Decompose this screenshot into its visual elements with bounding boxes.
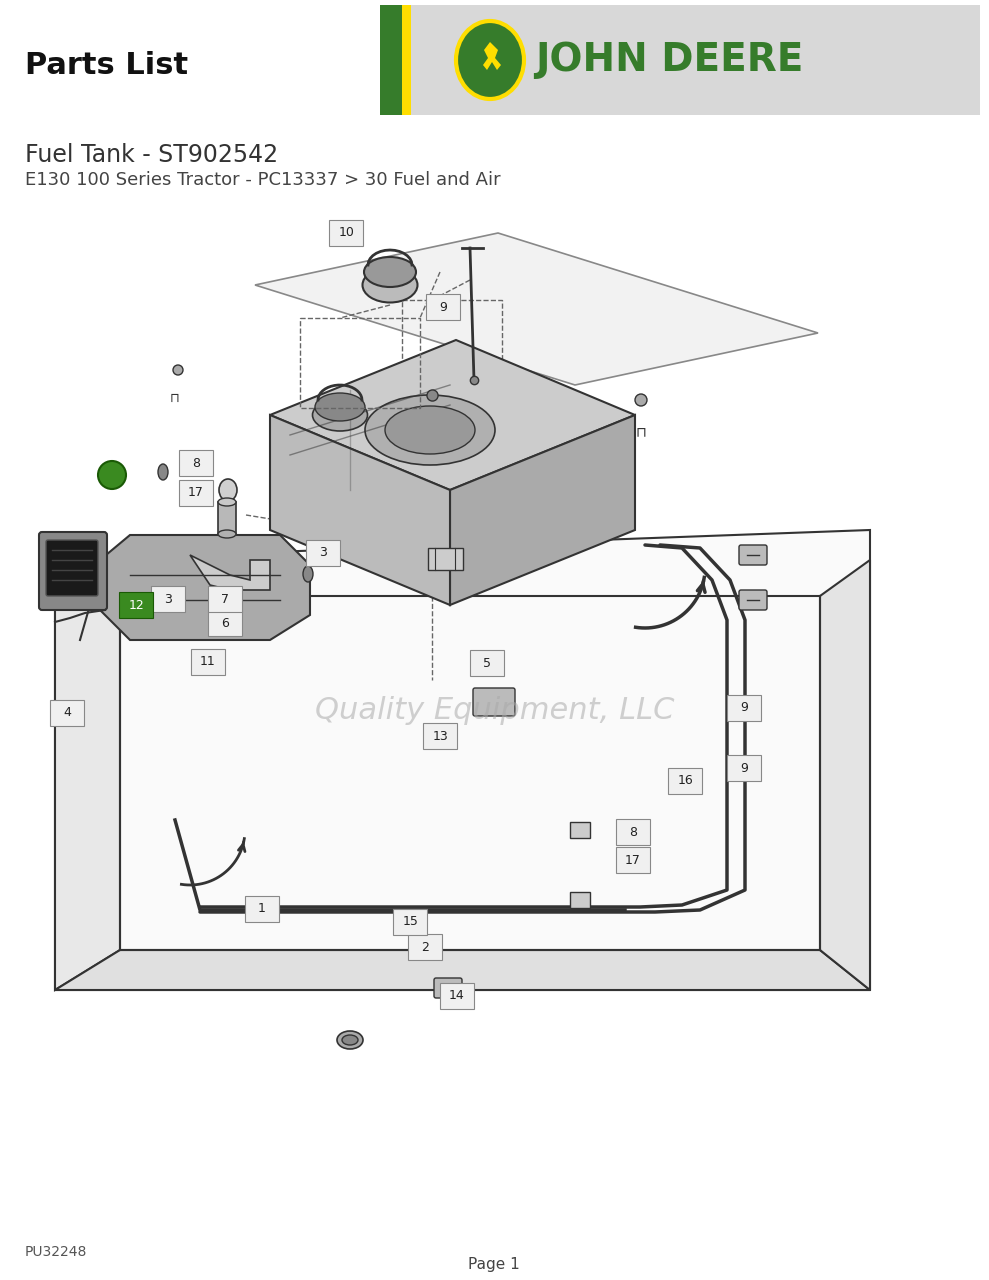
Text: 9: 9 [740, 762, 748, 774]
Polygon shape [450, 415, 635, 605]
Text: 15: 15 [403, 915, 418, 928]
FancyBboxPatch shape [423, 723, 457, 749]
FancyBboxPatch shape [727, 695, 761, 721]
FancyBboxPatch shape [179, 451, 213, 476]
FancyBboxPatch shape [120, 593, 153, 618]
Text: 6: 6 [222, 617, 229, 630]
Text: Fuel Tank - ST902542: Fuel Tank - ST902542 [25, 143, 278, 166]
Text: Page 1: Page 1 [468, 1257, 520, 1272]
Polygon shape [55, 950, 870, 989]
FancyBboxPatch shape [408, 934, 442, 960]
Text: 1: 1 [258, 902, 266, 915]
FancyBboxPatch shape [616, 847, 650, 873]
Text: 14: 14 [449, 989, 465, 1002]
FancyBboxPatch shape [440, 983, 474, 1009]
FancyBboxPatch shape [307, 540, 340, 566]
Ellipse shape [303, 566, 313, 582]
Ellipse shape [385, 406, 475, 454]
Ellipse shape [219, 479, 237, 500]
Ellipse shape [173, 365, 183, 375]
Text: 4: 4 [63, 707, 71, 719]
FancyBboxPatch shape [329, 220, 363, 246]
Text: 12: 12 [129, 599, 144, 612]
Text: 8: 8 [629, 826, 637, 838]
Bar [428, 548, 463, 570]
Ellipse shape [218, 530, 236, 538]
FancyBboxPatch shape [473, 689, 515, 716]
FancyBboxPatch shape [470, 650, 503, 676]
Polygon shape [100, 535, 310, 640]
Bar [300, 317, 420, 408]
Ellipse shape [365, 396, 495, 465]
Ellipse shape [315, 393, 365, 421]
Polygon shape [255, 233, 818, 385]
Text: Parts List: Parts List [25, 50, 188, 79]
Text: PU32248: PU32248 [25, 1245, 87, 1260]
FancyBboxPatch shape [179, 480, 213, 506]
Text: ⊓: ⊓ [636, 425, 647, 439]
Text: E130 100 Series Tractor - PC13337 > 30 Fuel and Air: E130 100 Series Tractor - PC13337 > 30 F… [25, 172, 500, 189]
FancyBboxPatch shape [669, 768, 702, 794]
FancyBboxPatch shape [616, 819, 650, 845]
Text: ⊓: ⊓ [170, 392, 180, 404]
Ellipse shape [342, 1036, 358, 1044]
Text: 2: 2 [421, 941, 429, 954]
Polygon shape [55, 561, 120, 989]
Polygon shape [483, 42, 501, 70]
Ellipse shape [456, 20, 524, 99]
Ellipse shape [364, 257, 416, 287]
Text: 3: 3 [319, 547, 327, 559]
Text: 7: 7 [222, 593, 229, 605]
FancyBboxPatch shape [426, 294, 460, 320]
Ellipse shape [337, 1030, 363, 1050]
Bar [218, 502, 236, 534]
Bar [402, 5, 411, 115]
FancyBboxPatch shape [209, 586, 242, 612]
Bar [402, 300, 502, 451]
FancyBboxPatch shape [739, 545, 767, 564]
Text: 9: 9 [439, 301, 447, 314]
Text: 9: 9 [740, 701, 748, 714]
Bar [380, 5, 402, 115]
Polygon shape [55, 530, 870, 989]
Ellipse shape [363, 268, 417, 302]
FancyBboxPatch shape [570, 822, 590, 838]
FancyBboxPatch shape [727, 755, 761, 781]
FancyBboxPatch shape [46, 540, 98, 596]
FancyBboxPatch shape [191, 649, 225, 675]
Text: 5: 5 [483, 657, 491, 669]
Polygon shape [190, 556, 270, 590]
Polygon shape [270, 415, 450, 605]
FancyBboxPatch shape [739, 590, 767, 611]
Text: 10: 10 [338, 227, 354, 239]
Ellipse shape [313, 399, 368, 431]
Ellipse shape [158, 465, 168, 480]
Text: Quality Equipment, LLC: Quality Equipment, LLC [315, 696, 674, 724]
FancyBboxPatch shape [245, 896, 279, 922]
Text: 17: 17 [625, 854, 641, 867]
FancyBboxPatch shape [570, 892, 590, 908]
FancyBboxPatch shape [151, 586, 185, 612]
FancyBboxPatch shape [39, 532, 107, 611]
FancyBboxPatch shape [209, 611, 242, 636]
Text: 13: 13 [432, 730, 448, 742]
Text: 3: 3 [164, 593, 172, 605]
Text: JOHN DEERE: JOHN DEERE [535, 41, 803, 79]
Ellipse shape [635, 394, 647, 406]
Polygon shape [820, 561, 870, 989]
Text: 16: 16 [677, 774, 693, 787]
Circle shape [98, 461, 126, 489]
Text: 8: 8 [192, 457, 200, 470]
Text: 17: 17 [188, 486, 204, 499]
FancyBboxPatch shape [434, 978, 462, 998]
Ellipse shape [218, 498, 236, 506]
Text: 11: 11 [200, 655, 216, 668]
Polygon shape [270, 340, 635, 490]
FancyBboxPatch shape [50, 700, 84, 726]
FancyBboxPatch shape [394, 909, 427, 934]
Bar [380, 5, 980, 115]
